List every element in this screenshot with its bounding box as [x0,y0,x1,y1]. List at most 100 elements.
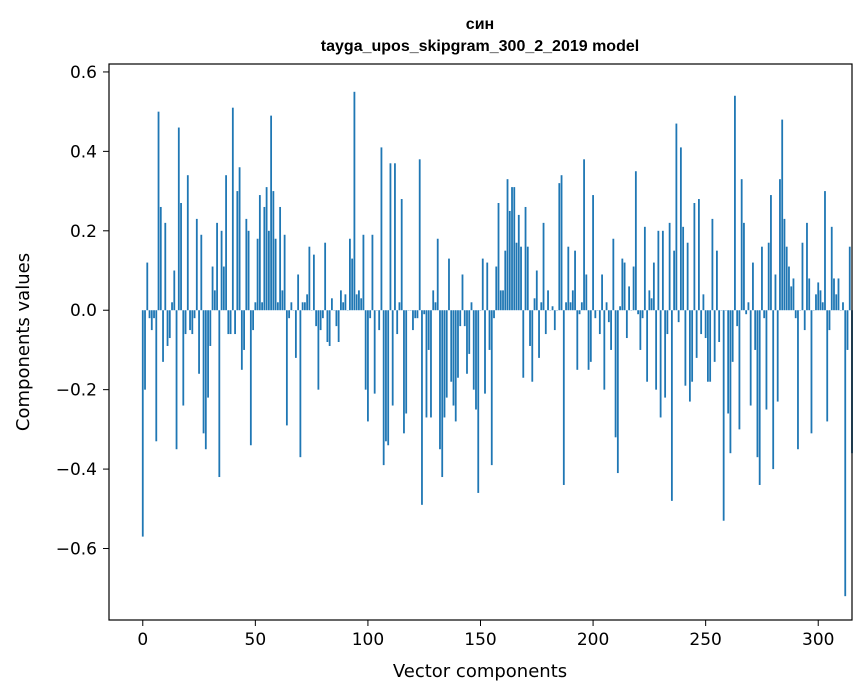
bar [750,310,752,405]
bar [601,274,603,310]
bar [784,219,786,310]
bar [448,259,450,311]
bar [547,290,549,310]
bar [518,215,520,310]
bar [561,175,563,310]
bar [378,310,380,330]
bar [171,302,173,310]
bar [817,282,819,310]
bar [426,310,428,417]
bar [437,239,439,310]
bar [511,187,513,310]
bar [284,235,286,310]
bar [644,227,646,310]
bar [308,247,310,311]
bar [198,310,200,374]
bar [158,112,160,311]
bar [790,286,792,310]
bar [504,251,506,311]
bar [545,310,547,334]
bar [464,310,466,326]
bar [775,274,777,310]
bar [146,263,148,311]
bar [468,310,470,354]
bar [349,239,351,310]
bar [727,310,729,413]
bar [687,243,689,311]
bar [732,310,734,362]
bar [331,298,333,310]
bar [340,290,342,310]
x-tick-label: 150 [464,630,496,650]
bar [286,310,288,425]
bar [178,128,180,311]
bar [513,187,515,310]
bar [624,263,626,311]
bar [441,310,443,477]
bar [619,306,621,310]
bar [392,310,394,405]
bar [180,203,182,310]
bar [473,310,475,389]
bar [234,310,236,334]
bar [358,290,360,310]
bar [338,310,340,342]
bar [315,310,317,326]
bar [808,278,810,310]
bar [261,302,263,310]
bar [675,124,677,311]
y-axis-label: Components values [13,253,34,431]
bar [419,159,421,310]
bar [390,163,392,310]
x-tick-label: 300 [802,630,834,650]
bar [777,310,779,401]
bar [691,310,693,381]
bar [263,207,265,310]
bar [275,239,277,310]
bar [187,175,189,310]
bar [421,310,423,505]
bar [653,263,655,311]
bar [446,310,448,397]
bar [768,243,770,311]
bar [142,310,144,536]
bar [684,310,686,385]
bar [351,259,353,311]
bar [369,310,371,318]
bar [243,310,245,350]
bar [385,310,387,441]
bar [290,302,292,310]
bar [534,298,536,310]
bar [372,235,374,310]
bar [277,302,279,310]
bar [200,235,202,310]
bar [207,310,209,397]
bar [680,147,682,310]
bar [714,310,716,362]
bar [588,310,590,370]
bar [324,243,326,311]
bar [829,310,831,330]
bar [543,223,545,310]
bar [387,310,389,445]
bar [218,310,220,477]
bar [482,259,484,311]
bar [279,207,281,310]
bar [281,290,283,310]
bar [793,278,795,310]
bar [770,195,772,310]
bar [520,247,522,311]
bar [648,290,650,310]
bar [646,310,648,381]
bar [603,310,605,389]
bar [662,231,664,310]
y-tick-label: 0.4 [70,142,97,162]
bar [295,310,297,358]
bar [306,294,308,310]
bar [712,219,714,310]
bar [248,231,250,310]
bar [450,310,452,381]
bar [529,310,531,346]
bar [169,310,171,338]
